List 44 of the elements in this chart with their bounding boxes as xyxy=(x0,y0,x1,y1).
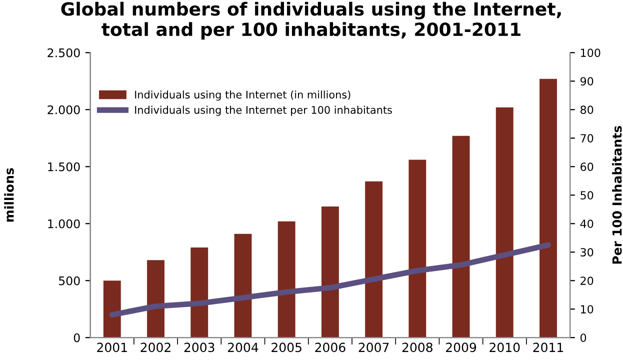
y-tick-label: 2.000 xyxy=(48,105,80,114)
y2-tick-label: 60 xyxy=(580,162,594,171)
bar xyxy=(365,181,383,338)
y-tick-label: 2.500 xyxy=(48,48,80,58)
x-tick-label: 2007 xyxy=(358,342,389,352)
legend-label: Individuals using the Internet per 100 inhabitants xyxy=(135,106,392,116)
x-tick-label: 2008 xyxy=(402,342,432,352)
bar xyxy=(147,260,164,338)
x-tick-label: 2009 xyxy=(446,342,476,352)
y2-tick-label: 70 xyxy=(580,134,594,142)
bar xyxy=(103,280,121,338)
legend-label: Individuals using the Internet (in millions) xyxy=(135,90,350,101)
y-tick-label: 1.000 xyxy=(48,219,80,228)
x-tick-label: 2010 xyxy=(490,342,520,352)
y2-tick-label: 40 xyxy=(580,220,594,228)
bar xyxy=(452,136,470,338)
bar xyxy=(321,206,339,338)
y2-tick-label: 100 xyxy=(580,48,600,58)
bar xyxy=(234,234,252,338)
bar xyxy=(540,78,557,338)
bar xyxy=(190,248,208,338)
y-axis-title: millions xyxy=(4,168,14,222)
y-tick-label: 500 xyxy=(58,276,80,286)
y2-tick-label: 20 xyxy=(580,276,594,285)
x-tick-label: 2001 xyxy=(97,342,127,352)
x-tick-label: 2002 xyxy=(140,342,170,352)
x-tick-label: 2003 xyxy=(184,342,214,352)
x-tick-label: 2006 xyxy=(315,342,346,352)
y-tick-label: 1.500 xyxy=(48,162,80,172)
bar xyxy=(408,160,426,338)
bar xyxy=(496,107,514,338)
x-tick-label: 2005 xyxy=(272,342,302,352)
y2-tick-label: 90 xyxy=(580,77,594,86)
chart-title: Global numbers of individuals using the Internet, total and per 100 inhabitants, 2001-2011 xyxy=(61,2,561,40)
bar xyxy=(278,221,296,338)
x-tick-label: 2004 xyxy=(228,342,258,352)
y2-tick-label: 10 xyxy=(580,305,594,314)
y2-tick-label: 0 xyxy=(580,334,586,342)
y2-tick-label: 80 xyxy=(580,106,594,114)
y-tick-label: 0 xyxy=(74,333,80,342)
y2-tick-label: 50 xyxy=(580,191,594,200)
y2-tick-label: 30 xyxy=(580,248,594,256)
x-tick-label: 2011 xyxy=(533,342,563,352)
y2-axis-title: Per 100 Inhabitants xyxy=(612,126,622,264)
